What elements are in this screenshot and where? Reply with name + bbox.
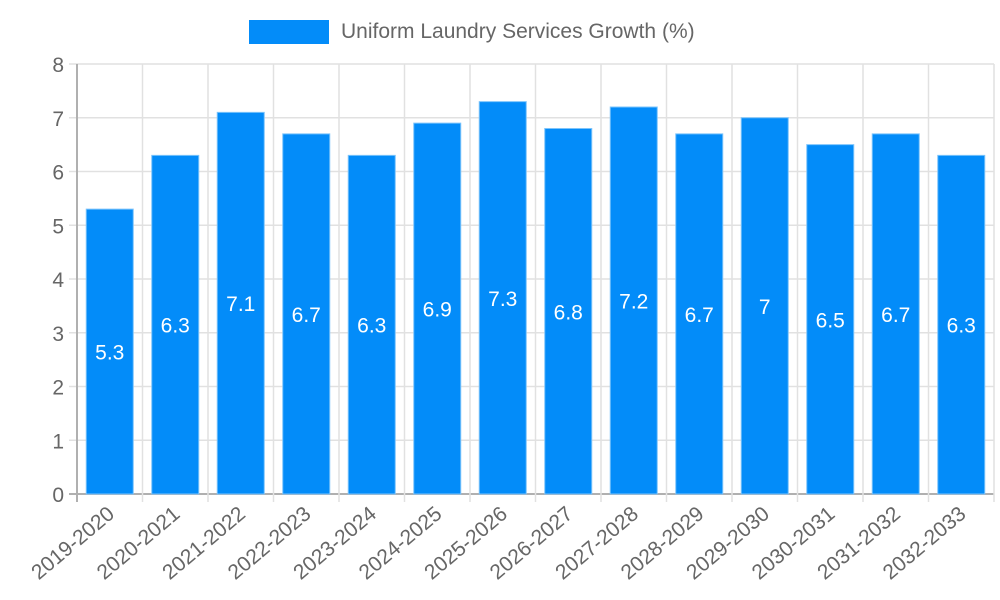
- bar[interactable]: [478, 101, 527, 495]
- bar-value-label: 5.3: [95, 342, 124, 365]
- bar[interactable]: [347, 154, 396, 495]
- y-tick-label: 5: [52, 215, 64, 238]
- legend-label: Uniform Laundry Services Growth (%): [341, 20, 695, 43]
- y-tick-label: 7: [52, 108, 64, 131]
- bar[interactable]: [85, 208, 134, 495]
- x-axis: 2019-20202020-20212021-20222022-20232023…: [27, 502, 970, 584]
- y-tick-label: 0: [52, 484, 64, 507]
- bar[interactable]: [675, 133, 724, 495]
- bar[interactable]: [609, 106, 658, 495]
- bar-value-label: 6.7: [685, 304, 714, 327]
- y-tick-label: 1: [52, 430, 64, 453]
- bar-value-label: 6.8: [554, 301, 583, 324]
- bar[interactable]: [282, 133, 331, 495]
- bar-value-label: 6.7: [292, 304, 321, 327]
- bar[interactable]: [806, 144, 855, 495]
- y-axis: 0 1 2 3 4 5 6 7 8: [52, 54, 64, 507]
- bar-value-label: 6.9: [423, 299, 452, 322]
- bar-value-label: 7: [759, 296, 771, 319]
- bar[interactable]: [151, 154, 200, 495]
- bar-value-label: 7.2: [619, 291, 648, 314]
- y-tick-label: 4: [52, 269, 64, 292]
- bar-value-label: 6.3: [947, 315, 976, 338]
- legend-swatch: [249, 20, 329, 44]
- bar-value-label: 6.3: [357, 315, 386, 338]
- bar[interactable]: [871, 133, 920, 495]
- chart-legend[interactable]: Uniform Laundry Services Growth (%): [249, 19, 695, 45]
- y-tick-label: 8: [52, 54, 64, 77]
- y-tick-label: 3: [52, 323, 64, 346]
- bar[interactable]: [216, 111, 265, 495]
- bar[interactable]: [413, 122, 462, 495]
- bar-value-label: 6.5: [816, 309, 845, 332]
- bar[interactable]: [740, 117, 789, 495]
- bar[interactable]: [544, 128, 593, 495]
- bar-value-label: 7.3: [488, 288, 517, 311]
- y-tick-label: 2: [52, 377, 64, 400]
- bar-value-label: 7.1: [226, 293, 255, 316]
- bar[interactable]: [937, 154, 986, 495]
- bars: 5.3 6.3 7.1 6.7 6.3 6.9 7.3 6.8 7.2 6.7 7 6.5 6.7 6.3: [85, 101, 986, 495]
- grid-lines: [69, 63, 995, 502]
- bar-value-label: 6.3: [161, 315, 190, 338]
- y-tick-label: 6: [52, 162, 64, 185]
- bar-value-label: 6.7: [881, 304, 910, 327]
